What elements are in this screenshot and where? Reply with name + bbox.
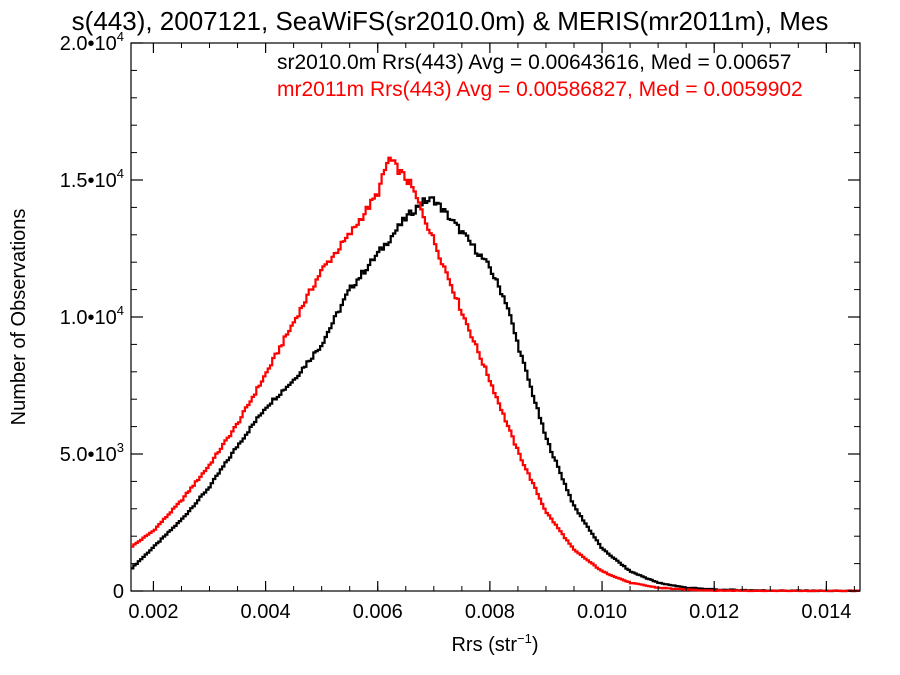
x-axis-label-main: Rrs (str bbox=[451, 634, 517, 656]
y-tick-label: 1.0•104 bbox=[60, 303, 124, 329]
series-layer bbox=[131, 156, 860, 593]
y-tick-mantissa: 0 bbox=[113, 581, 124, 603]
x-tick-label: 0.010 bbox=[577, 601, 627, 623]
x-tick-label: 0.014 bbox=[801, 601, 851, 623]
y-tick-exponent: 4 bbox=[117, 29, 124, 44]
y-tick-exponent: 4 bbox=[117, 166, 124, 181]
y-tick-exponent: 4 bbox=[117, 303, 124, 318]
y-axis-label: Number of Observations bbox=[8, 209, 30, 426]
y-tick-mantissa: 1.5•10 bbox=[60, 170, 117, 192]
plot-border bbox=[130, 42, 861, 592]
x-tick-label: 0.008 bbox=[465, 601, 515, 623]
y-tick-label: 5.0•103 bbox=[60, 440, 124, 466]
y-tick-exponent: 3 bbox=[117, 440, 124, 455]
x-tick-label: 0.002 bbox=[128, 601, 178, 623]
ticks-layer: 0.002 0.004 0.006 0.008 0.010 0.012 0.014 0 5.0•… bbox=[60, 29, 860, 623]
y-tick-mantissa: 5.0•10 bbox=[60, 444, 117, 466]
annotation-sr2010: sr2010.0m Rrs(443) Avg = 0.00643616, Med… bbox=[277, 51, 791, 74]
y-tick-label: 1.5•104 bbox=[60, 166, 124, 192]
x-axis-label-sup: −1 bbox=[517, 631, 532, 646]
x-tick-label: 0.006 bbox=[353, 601, 403, 623]
chart-title: s(443), 2007121, SeaWiFS(sr2010.0m) & ME… bbox=[72, 6, 829, 36]
x-axis-label-end: ) bbox=[532, 634, 539, 656]
series-line-1 bbox=[131, 156, 860, 593]
y-tick-mantissa: 1.0•10 bbox=[60, 307, 117, 329]
y-tick-label: 2.0•104 bbox=[60, 29, 124, 55]
x-tick-label: 0.012 bbox=[689, 601, 739, 623]
annotation-mr2011: mr2011m Rrs(443) Avg = 0.00586827, Med =… bbox=[277, 78, 803, 101]
x-axis-label: Rrs (str−1) bbox=[451, 631, 538, 656]
x-tick-label: 0.004 bbox=[241, 601, 291, 623]
plot-area bbox=[130, 42, 861, 592]
y-tick-label: 0 bbox=[113, 581, 124, 603]
y-tick-mantissa: 2.0•10 bbox=[60, 33, 117, 55]
